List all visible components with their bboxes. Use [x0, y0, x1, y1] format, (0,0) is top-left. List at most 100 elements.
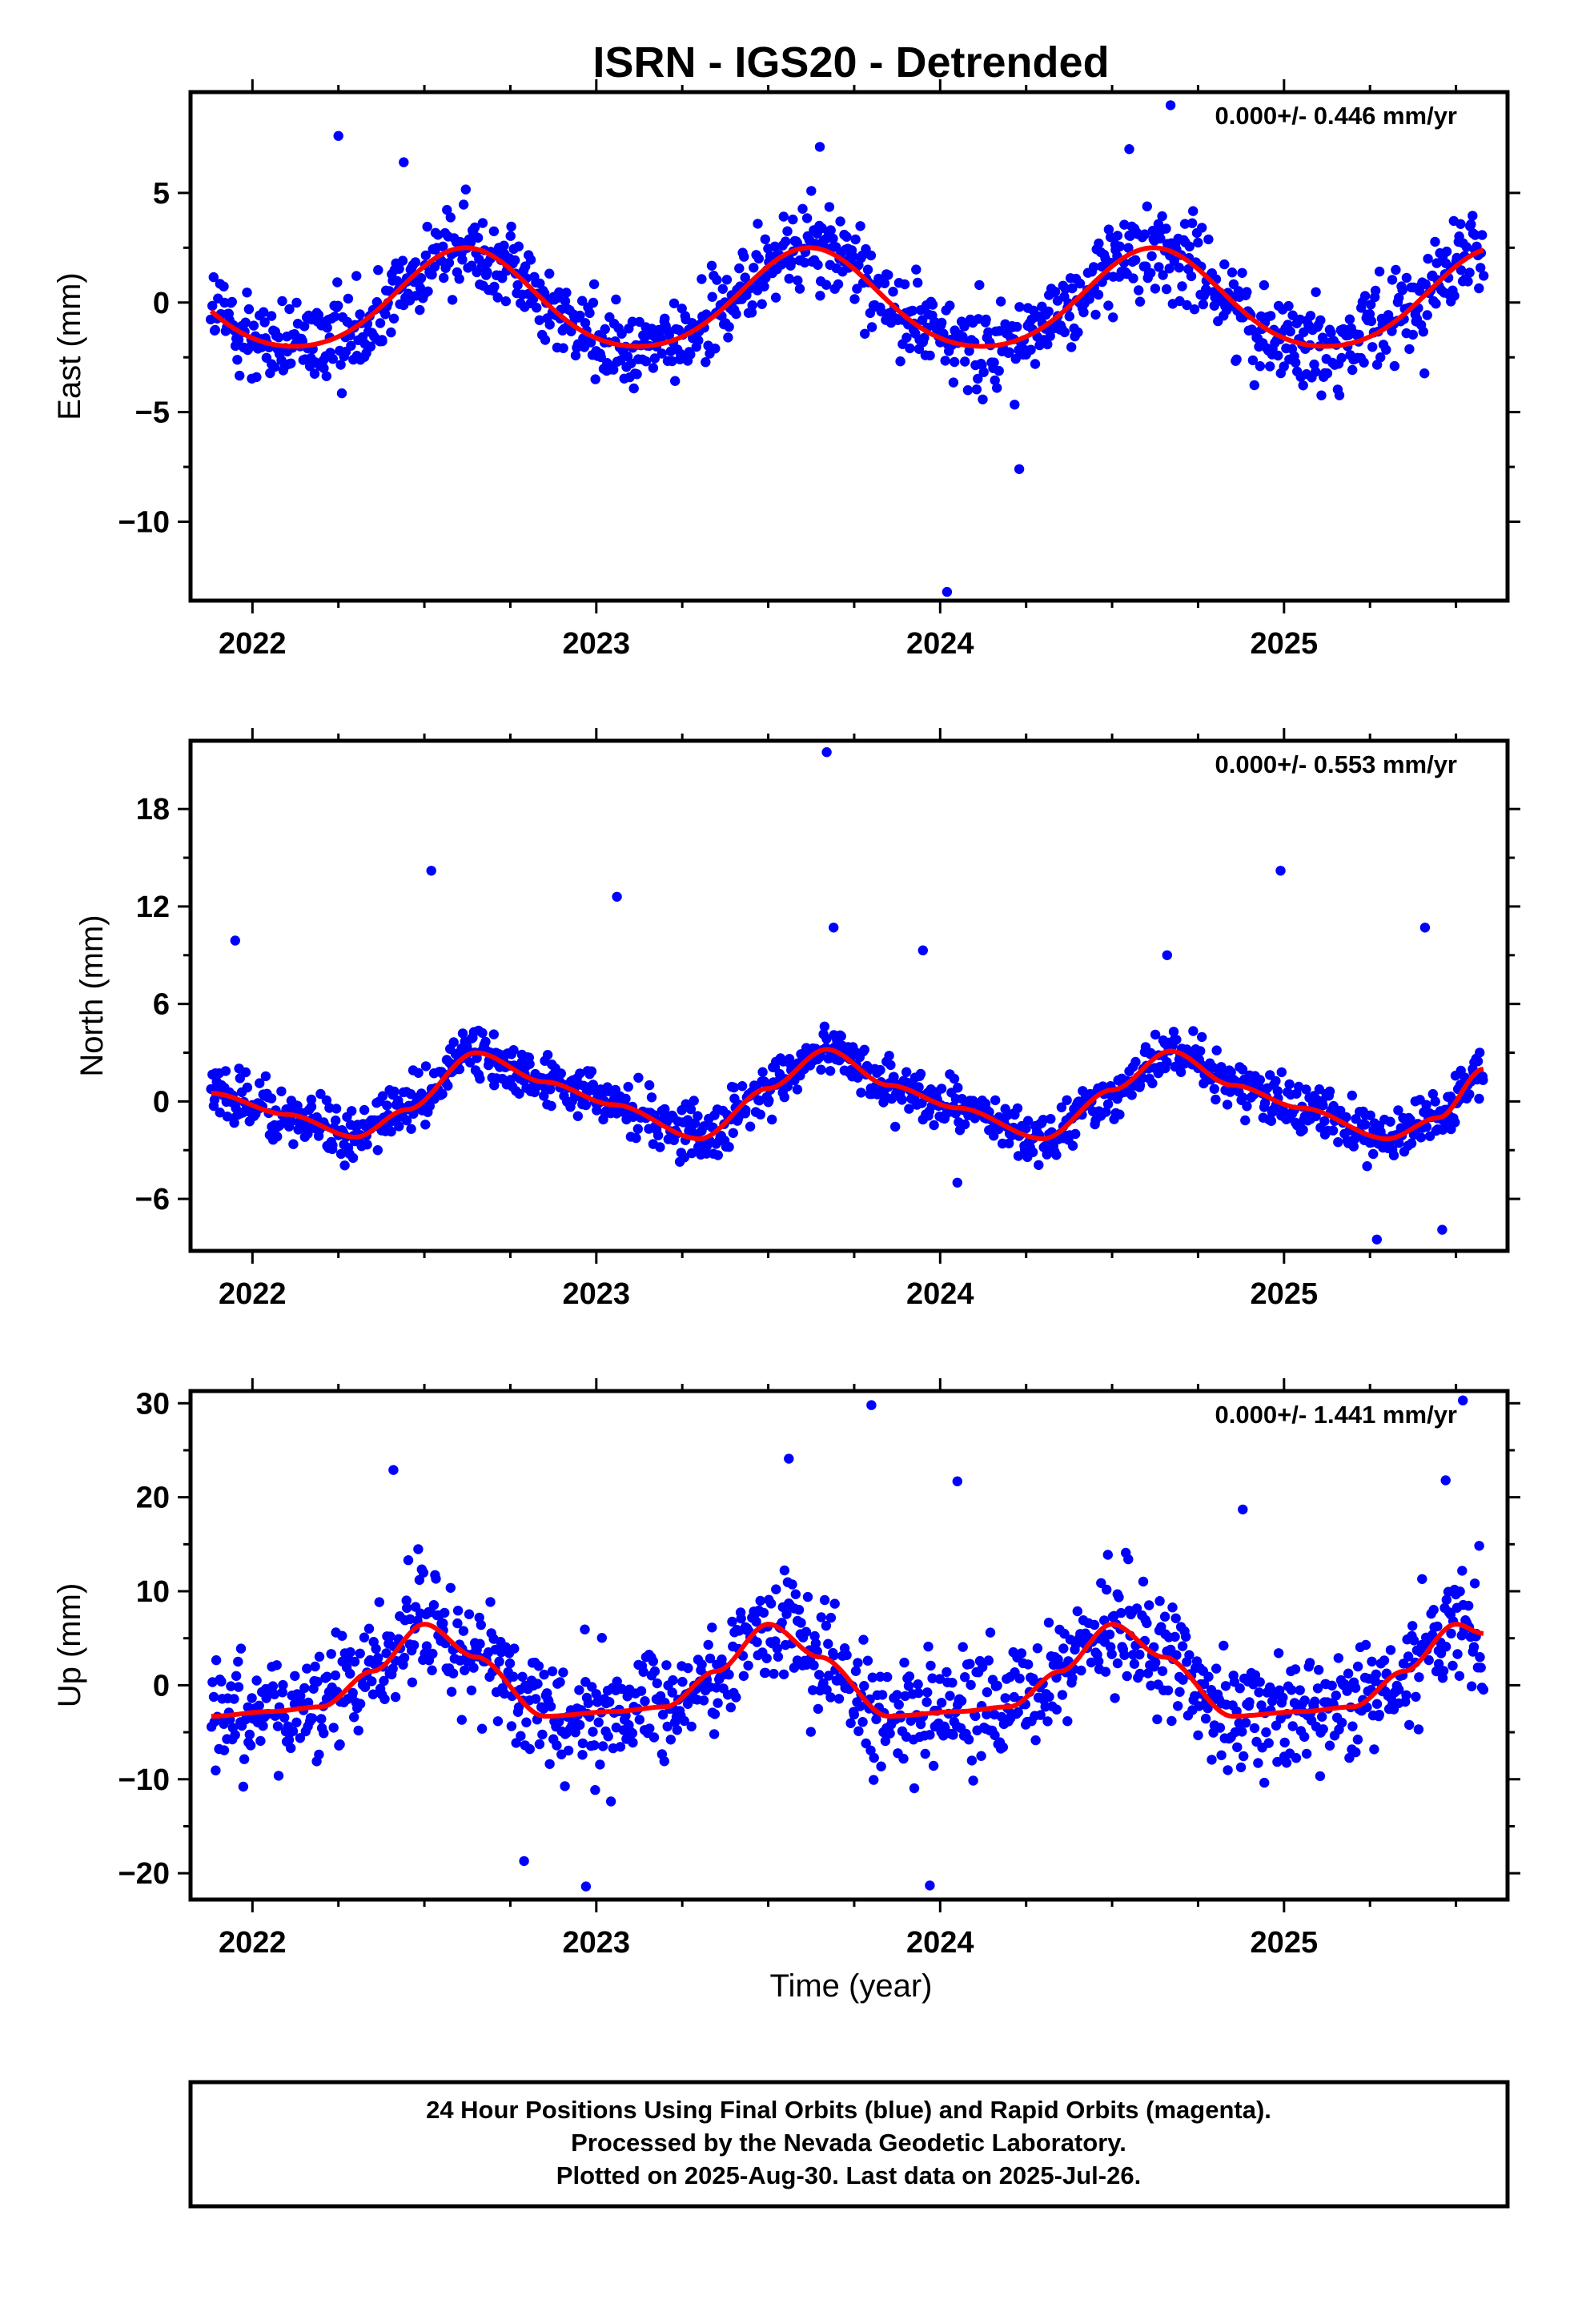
data-point — [782, 1081, 793, 1092]
data-point — [1102, 1584, 1112, 1595]
data-point — [835, 216, 845, 227]
data-point — [948, 377, 959, 388]
data-point — [1254, 1687, 1264, 1698]
data-point — [697, 1659, 707, 1670]
data-point — [755, 1109, 765, 1120]
data-point — [1119, 219, 1130, 230]
data-point — [316, 1714, 327, 1724]
data-point — [1301, 1084, 1311, 1095]
data-point — [540, 335, 551, 345]
data-point — [623, 1081, 633, 1092]
x-tick-label: 2023 — [563, 1926, 631, 1960]
data-point — [1276, 1067, 1287, 1078]
data-point — [475, 1073, 485, 1084]
data-point — [499, 1688, 510, 1699]
data-point — [444, 258, 455, 268]
east-points — [206, 100, 1489, 597]
data-point — [1099, 1615, 1110, 1626]
data-point — [1350, 1683, 1361, 1693]
data-point — [760, 1667, 771, 1678]
data-point — [215, 1108, 225, 1118]
y-tick-label: −5 — [135, 396, 170, 430]
data-point — [377, 336, 387, 347]
x-axis-label: Time (year) — [770, 1968, 933, 2004]
data-point — [965, 1659, 975, 1669]
data-point — [981, 314, 991, 325]
data-point — [683, 1663, 693, 1674]
data-point — [485, 1597, 496, 1607]
data-point — [833, 1694, 845, 1704]
data-point — [1170, 1613, 1181, 1624]
data-point — [1427, 1088, 1439, 1100]
y-tick-label: 30 — [136, 1387, 170, 1421]
data-point — [925, 1730, 935, 1740]
data-point — [853, 1658, 863, 1668]
north-points — [206, 747, 1488, 1245]
data-point — [638, 1667, 648, 1677]
data-point — [809, 1660, 819, 1671]
data-point — [994, 365, 1004, 376]
data-point — [558, 343, 568, 353]
data-point — [758, 1607, 769, 1618]
data-point — [862, 1655, 873, 1666]
data-point — [1391, 264, 1401, 275]
data-point — [1093, 289, 1104, 300]
data-point — [1168, 1027, 1179, 1037]
data-point — [821, 1034, 832, 1044]
data-point — [590, 374, 600, 384]
data-point — [1397, 285, 1407, 296]
data-point — [248, 320, 259, 331]
data-point — [1421, 1100, 1431, 1110]
data-point — [1110, 1693, 1120, 1703]
data-point — [1418, 327, 1429, 337]
data-point — [1407, 329, 1419, 340]
data-point — [1188, 1026, 1199, 1036]
data-point — [1179, 219, 1191, 229]
data-point — [416, 1088, 427, 1099]
data-point — [1371, 1669, 1382, 1679]
data-point — [1177, 1641, 1188, 1651]
data-point — [492, 292, 503, 303]
data-point — [1466, 219, 1476, 230]
data-point — [849, 294, 860, 304]
data-point — [713, 1150, 723, 1160]
data-point — [1161, 283, 1172, 295]
data-point — [407, 1677, 418, 1687]
data-point — [1174, 1687, 1185, 1697]
data-point — [899, 1657, 909, 1668]
x-tick-label: 2024 — [906, 1277, 974, 1311]
data-point — [1058, 1643, 1069, 1654]
data-point — [1116, 1607, 1126, 1618]
x-tick-label: 2025 — [1251, 627, 1319, 661]
data-point — [806, 186, 817, 196]
data-point — [546, 1100, 556, 1112]
data-point — [616, 328, 627, 339]
data-point — [922, 1687, 933, 1698]
data-point — [925, 350, 935, 361]
data-point — [211, 1655, 222, 1666]
data-point — [1164, 263, 1174, 274]
data-point — [1327, 1680, 1337, 1691]
data-point — [727, 1616, 737, 1627]
data-point — [337, 1630, 347, 1641]
data-point — [347, 1106, 357, 1116]
x-tick-label: 2025 — [1251, 1277, 1319, 1311]
data-point — [1114, 1592, 1124, 1602]
data-point — [1016, 1648, 1027, 1659]
data-point — [948, 1730, 958, 1740]
data-point — [707, 1622, 717, 1633]
data-point — [1461, 242, 1472, 252]
data-point — [388, 1465, 399, 1475]
data-point — [1062, 1095, 1072, 1106]
data-point — [1023, 1659, 1034, 1670]
data-point — [1146, 1680, 1156, 1691]
data-point — [697, 274, 707, 284]
data-point — [936, 1698, 947, 1708]
data-point — [1184, 241, 1195, 251]
data-point — [1283, 300, 1294, 312]
data-point — [978, 367, 989, 377]
data-point — [208, 1691, 219, 1703]
data-point — [1130, 255, 1141, 265]
data-point — [1366, 316, 1377, 327]
data-point — [379, 1694, 390, 1704]
